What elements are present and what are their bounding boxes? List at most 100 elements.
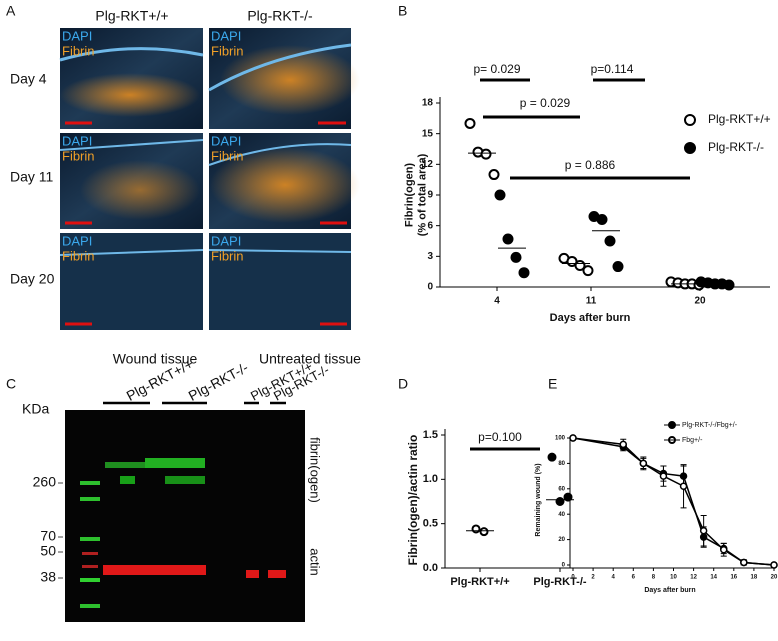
band bbox=[103, 565, 206, 575]
series-line bbox=[572, 437, 775, 566]
band bbox=[268, 570, 286, 578]
column-label: Plg-RKT+/+ bbox=[95, 8, 168, 24]
y-tick-label: 100 bbox=[555, 436, 566, 442]
row-label: Day 11 bbox=[10, 169, 54, 185]
micrograph bbox=[60, 233, 203, 330]
micrographs bbox=[59, 28, 360, 330]
ladder-band bbox=[80, 497, 100, 501]
x-tick-label: 4 bbox=[612, 575, 616, 581]
x-tick-label: 12 bbox=[690, 575, 697, 581]
marker-label: 70 bbox=[40, 528, 56, 544]
epidermis bbox=[59, 249, 204, 256]
point bbox=[659, 472, 668, 480]
fibrin-bands bbox=[105, 458, 205, 484]
point bbox=[699, 526, 708, 535]
y-tick-label: 15 bbox=[422, 128, 434, 139]
ladder-band bbox=[80, 481, 100, 485]
row-label: Day 20 bbox=[10, 271, 55, 287]
panel-letter: B bbox=[398, 3, 407, 19]
y-axis-label: Remaining wound (%) bbox=[535, 463, 542, 536]
y-tick-label: 1.0 bbox=[423, 473, 438, 485]
stain-label: Fibrin bbox=[211, 148, 244, 163]
x-tick-label: 18 bbox=[751, 575, 758, 581]
panel-letter: A bbox=[6, 3, 16, 19]
dot bbox=[510, 251, 522, 263]
band bbox=[145, 458, 205, 468]
x-tick-label: 20 bbox=[771, 575, 778, 581]
point bbox=[679, 482, 688, 491]
dot bbox=[480, 148, 492, 160]
epidermis bbox=[208, 143, 352, 166]
annotation: p= 0.029 bbox=[473, 62, 520, 76]
unit-label: KDa bbox=[22, 401, 49, 417]
stain-label: DAPI bbox=[211, 28, 241, 43]
point bbox=[619, 440, 627, 449]
dot bbox=[464, 117, 476, 129]
annotation: p = 0.886 bbox=[565, 158, 616, 172]
legend-label: Fbg+/- bbox=[682, 437, 703, 444]
x-tick-label: 0 bbox=[571, 575, 575, 581]
micrograph bbox=[209, 233, 351, 330]
x-tick-label: 16 bbox=[730, 575, 737, 581]
point bbox=[639, 459, 648, 468]
x-tick-label: 2 bbox=[591, 575, 595, 581]
marker-label: 50 bbox=[40, 543, 56, 559]
marker-label: 38 bbox=[40, 569, 56, 585]
annotation: p = 0.029 bbox=[520, 96, 571, 110]
annotation: p=0.100 bbox=[478, 430, 522, 444]
dot bbox=[596, 214, 608, 226]
stain-label: DAPI bbox=[211, 233, 241, 248]
fibrin-stain bbox=[60, 73, 200, 117]
point bbox=[569, 434, 577, 442]
y-axis-label: Fibrin(ogen)(% of total area) bbox=[403, 153, 428, 236]
band bbox=[120, 476, 135, 484]
x-tick-label: 6 bbox=[632, 575, 636, 581]
stain-label: Fibrin bbox=[62, 43, 95, 58]
x-tick-label: 8 bbox=[652, 575, 656, 581]
scale-bars bbox=[65, 121, 347, 326]
y-tick-label: 18 bbox=[422, 98, 434, 109]
x-tick-label: Plg-RKT+/+ bbox=[450, 576, 509, 588]
dot bbox=[471, 524, 481, 534]
dot bbox=[555, 497, 565, 506]
legend-marker bbox=[684, 142, 696, 154]
x-tick-label: 20 bbox=[694, 296, 706, 307]
y-axis-label: Fibrin(ogen)/actin ratio bbox=[406, 435, 420, 566]
y-tick-label: 40 bbox=[558, 512, 565, 518]
ladder-band bbox=[80, 578, 100, 582]
y-tick-label: 3 bbox=[427, 251, 433, 262]
y-tick-label: 1.5 bbox=[423, 429, 438, 441]
stain-label: DAPI bbox=[211, 133, 241, 148]
annotation: p=0.114 bbox=[591, 62, 634, 76]
ladder-band bbox=[82, 565, 98, 568]
blot bbox=[65, 410, 305, 622]
y-axis-label-line: (% of total area) bbox=[417, 153, 429, 236]
fibrin-stain bbox=[80, 160, 200, 220]
legend-marker bbox=[684, 114, 696, 126]
y-axis-label-line: Fibrin(ogen) bbox=[403, 163, 415, 227]
y-tick-label: 0.5 bbox=[423, 518, 438, 530]
dot bbox=[612, 261, 624, 273]
actin-bands bbox=[103, 565, 286, 578]
dot bbox=[547, 452, 557, 462]
fibrin-stain bbox=[220, 45, 360, 115]
epidermis bbox=[208, 249, 352, 253]
row-label: Day 4 bbox=[10, 71, 47, 87]
ladder-band bbox=[80, 604, 100, 608]
y-tick-label: 80 bbox=[558, 461, 565, 467]
panel-letter: D bbox=[398, 376, 408, 392]
y-tick-label: 60 bbox=[558, 486, 565, 492]
y-tick-label: 20 bbox=[558, 537, 565, 543]
stain-label: Fibrin bbox=[211, 248, 244, 263]
band-label: actin bbox=[308, 548, 323, 575]
stain-label: DAPI bbox=[62, 233, 92, 248]
column-label: Plg-RKT-/- bbox=[247, 8, 313, 24]
dot bbox=[723, 279, 735, 291]
ladder bbox=[80, 481, 100, 608]
point bbox=[770, 561, 778, 569]
series-line bbox=[572, 437, 775, 566]
stain-label: DAPI bbox=[62, 28, 92, 43]
dot bbox=[604, 235, 616, 247]
western-blot bbox=[65, 401, 305, 622]
x-tick-label: 4 bbox=[494, 296, 500, 307]
